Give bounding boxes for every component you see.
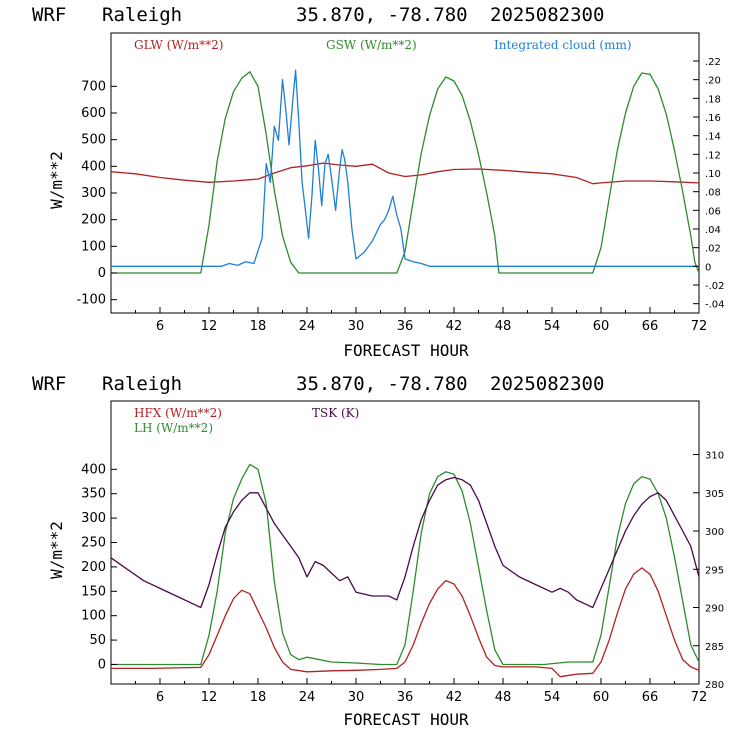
chart-1-x-tick-label: 54 [544, 319, 561, 334]
chart-1-y-tick-label: 300 [81, 186, 106, 201]
chart-1-y-tick-label: 600 [81, 106, 106, 121]
chart-1-y2-tick-label: .16 [705, 113, 721, 124]
chart-1-legend-gsw: GSW (W/m**2) [326, 38, 417, 52]
chart-2-y2-tick-label: 280 [705, 680, 724, 691]
chart-1-y2-tick-label: 0 [705, 262, 711, 273]
chart-1-y2-tick-label: .12 [705, 150, 721, 161]
chart-1-header-datetime: 2025082300 [490, 4, 604, 26]
chart-1-y2-tick-label: .20 [705, 76, 721, 87]
chart-1-y-tick-label: 0 [98, 266, 106, 281]
chart-1-y-tick-label: 100 [81, 239, 106, 254]
chart-2-legend-lh: LH (W/m**2) [134, 421, 213, 435]
chart-1-axes-group: 6 12 18 24 30 36 42 48 54 60 66 72 -100 0 100 200 300 400… [76, 57, 724, 334]
chart-2-y2-tick-label: 290 [705, 604, 724, 615]
chart-1-x-tick-label: 72 [691, 319, 708, 334]
chart-1-y2-tick-label: -.04 [705, 300, 725, 311]
chart-1-header-location: Raleigh [102, 4, 182, 26]
chart-1-x-tick-label: 30 [348, 319, 365, 334]
chart-1-series-group [110, 69, 700, 274]
chart-2-x-tick-label: 66 [642, 690, 659, 705]
chart-2-x-tick-label: 42 [446, 690, 463, 705]
chart-2-y2-tick-label: 310 [705, 451, 724, 462]
chart-2-series-line-2 [111, 463, 700, 666]
chart-1-series-line-3 [111, 69, 699, 267]
chart-1-header-coords: 35.870, -78.780 [296, 4, 468, 26]
chart-2-x-tick-label: 18 [250, 690, 267, 705]
chart-2-y2-tick-label: 285 [705, 642, 724, 653]
chart-2-header-location: Raleigh [102, 373, 182, 395]
chart-2-x-tick-label: 72 [691, 690, 708, 705]
chart-1-y2-tick-label: .22 [705, 57, 721, 68]
chart-2-y-tick-label: 50 [89, 633, 106, 648]
chart-1-x-tick-label: 48 [495, 319, 512, 334]
chart-1-x-tick-label: 36 [397, 319, 414, 334]
chart-1-y-tick-label: 500 [81, 133, 106, 148]
chart-2-x-tick-label: 36 [397, 690, 414, 705]
chart-1-y2-tick-label: .14 [705, 132, 721, 143]
chart-2-y-tick-label: 250 [81, 536, 106, 551]
chart-1-y2-tick-label: .08 [705, 188, 721, 199]
chart-2-header-datetime: 2025082300 [490, 373, 604, 395]
chart-2-legend-hfx: HFX (W/m**2) [134, 406, 222, 420]
chart-2-legend-tsk: TSK (K) [312, 406, 359, 420]
chart-2-x-tick-label: 60 [593, 690, 610, 705]
chart-2-y-tick-label: 0 [98, 657, 106, 672]
chart-2-x-tick-label: 48 [495, 690, 512, 705]
chart-1-y2-tick-label: .02 [705, 244, 721, 255]
chart-1-y2-tick-label: .18 [705, 94, 721, 105]
chart-1-series-line-2 [111, 71, 700, 274]
chart-2-y-tick-label: 300 [81, 511, 106, 526]
chart-2-x-tick-label: 30 [348, 690, 365, 705]
chart-1-y2-tick-label: .10 [705, 169, 721, 180]
chart-1: WRF Raleigh 35.870, -78.780 2025082300 G… [32, 4, 725, 360]
chart-2-y-tick-label: 200 [81, 560, 106, 575]
chart-2-y2-tick-label: 305 [705, 489, 724, 500]
chart-2-axes-group: 6 12 18 24 30 36 42 48 54 60 66 72 0 50 100 150 200 250 30… [81, 451, 724, 705]
chart-1-y-axis-label: W/m**2 [47, 151, 66, 209]
chart-1-x-tick-label: 60 [593, 319, 610, 334]
chart-1-y-tick-label: 400 [81, 159, 106, 174]
chart-2-y2-tick-label: 295 [705, 565, 724, 576]
chart-1-x-axis-label: FORECAST HOUR [343, 341, 469, 360]
chart-1-y-tick-label: -100 [76, 293, 106, 308]
chart-2-x-axis-label: FORECAST HOUR [343, 710, 469, 729]
chart-1-x-tick-label: 42 [446, 319, 463, 334]
chart-1-series-line-1 [110, 162, 700, 185]
chart-1-x-tick-label: 6 [156, 319, 164, 334]
chart-1-legend-cloud: Integrated cloud (mm) [494, 38, 632, 52]
chart-2-y-tick-label: 400 [81, 462, 106, 477]
chart-2-series-line-1 [111, 567, 700, 678]
chart-2-y-axis-label: W/m**2 [47, 521, 66, 579]
chart-2-x-tick-label: 6 [156, 690, 164, 705]
chart-1-legend-glw: GLW (W/m**2) [134, 38, 223, 52]
chart-2-x-tick-label: 12 [201, 690, 218, 705]
chart-2-series-group [110, 463, 700, 678]
chart-2-y-tick-label: 350 [81, 487, 106, 502]
chart-1-y-tick-label: 700 [81, 79, 106, 94]
chart-1-x-tick-label: 24 [299, 319, 316, 334]
chart-2-header-model: WRF [32, 373, 66, 395]
chart-1-x-tick-label: 18 [250, 319, 267, 334]
chart-2-header-coords: 35.870, -78.780 [296, 373, 468, 395]
chart-2-series-line-3 [110, 476, 700, 609]
chart-1-x-tick-label: 12 [201, 319, 218, 334]
chart-1-x-tick-label: 66 [642, 319, 659, 334]
chart-1-plot-frame [110, 32, 700, 314]
chart-1-y-tick-label: 200 [81, 213, 106, 228]
chart-2: WRF Raleigh 35.870, -78.780 2025082300 H… [32, 373, 724, 729]
chart-2-x-tick-label: 54 [544, 690, 561, 705]
chart-1-y2-tick-label: .06 [705, 206, 721, 217]
chart-2-x-tick-label: 24 [299, 690, 316, 705]
chart-2-y-tick-label: 100 [81, 609, 106, 624]
chart-2-y-tick-label: 150 [81, 584, 106, 599]
chart-1-y2-tick-label: -.02 [705, 281, 725, 292]
chart-2-y2-tick-label: 300 [705, 527, 724, 538]
chart-1-header-model: WRF [32, 4, 66, 26]
chart-1-y2-tick-label: .04 [705, 225, 721, 236]
